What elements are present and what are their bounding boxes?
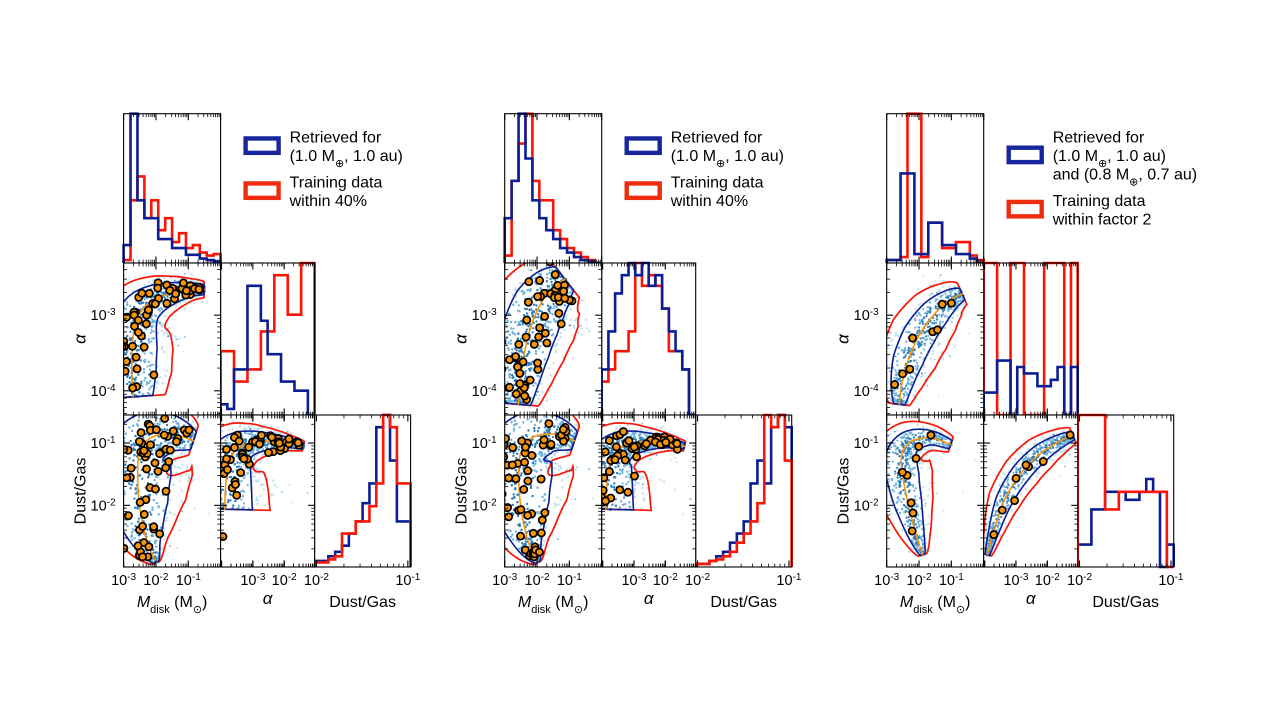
svg-text:α: α [71,333,90,344]
svg-text:within 40%: within 40% [289,193,367,210]
svg-text:Training data: Training data [290,175,383,192]
svg-text:Retrieved for: Retrieved for [290,130,382,147]
svg-text:Dust/Gas: Dust/Gas [73,458,90,525]
svg-text:Dust/Gas: Dust/Gas [329,594,396,611]
svg-text:α: α [263,589,274,608]
